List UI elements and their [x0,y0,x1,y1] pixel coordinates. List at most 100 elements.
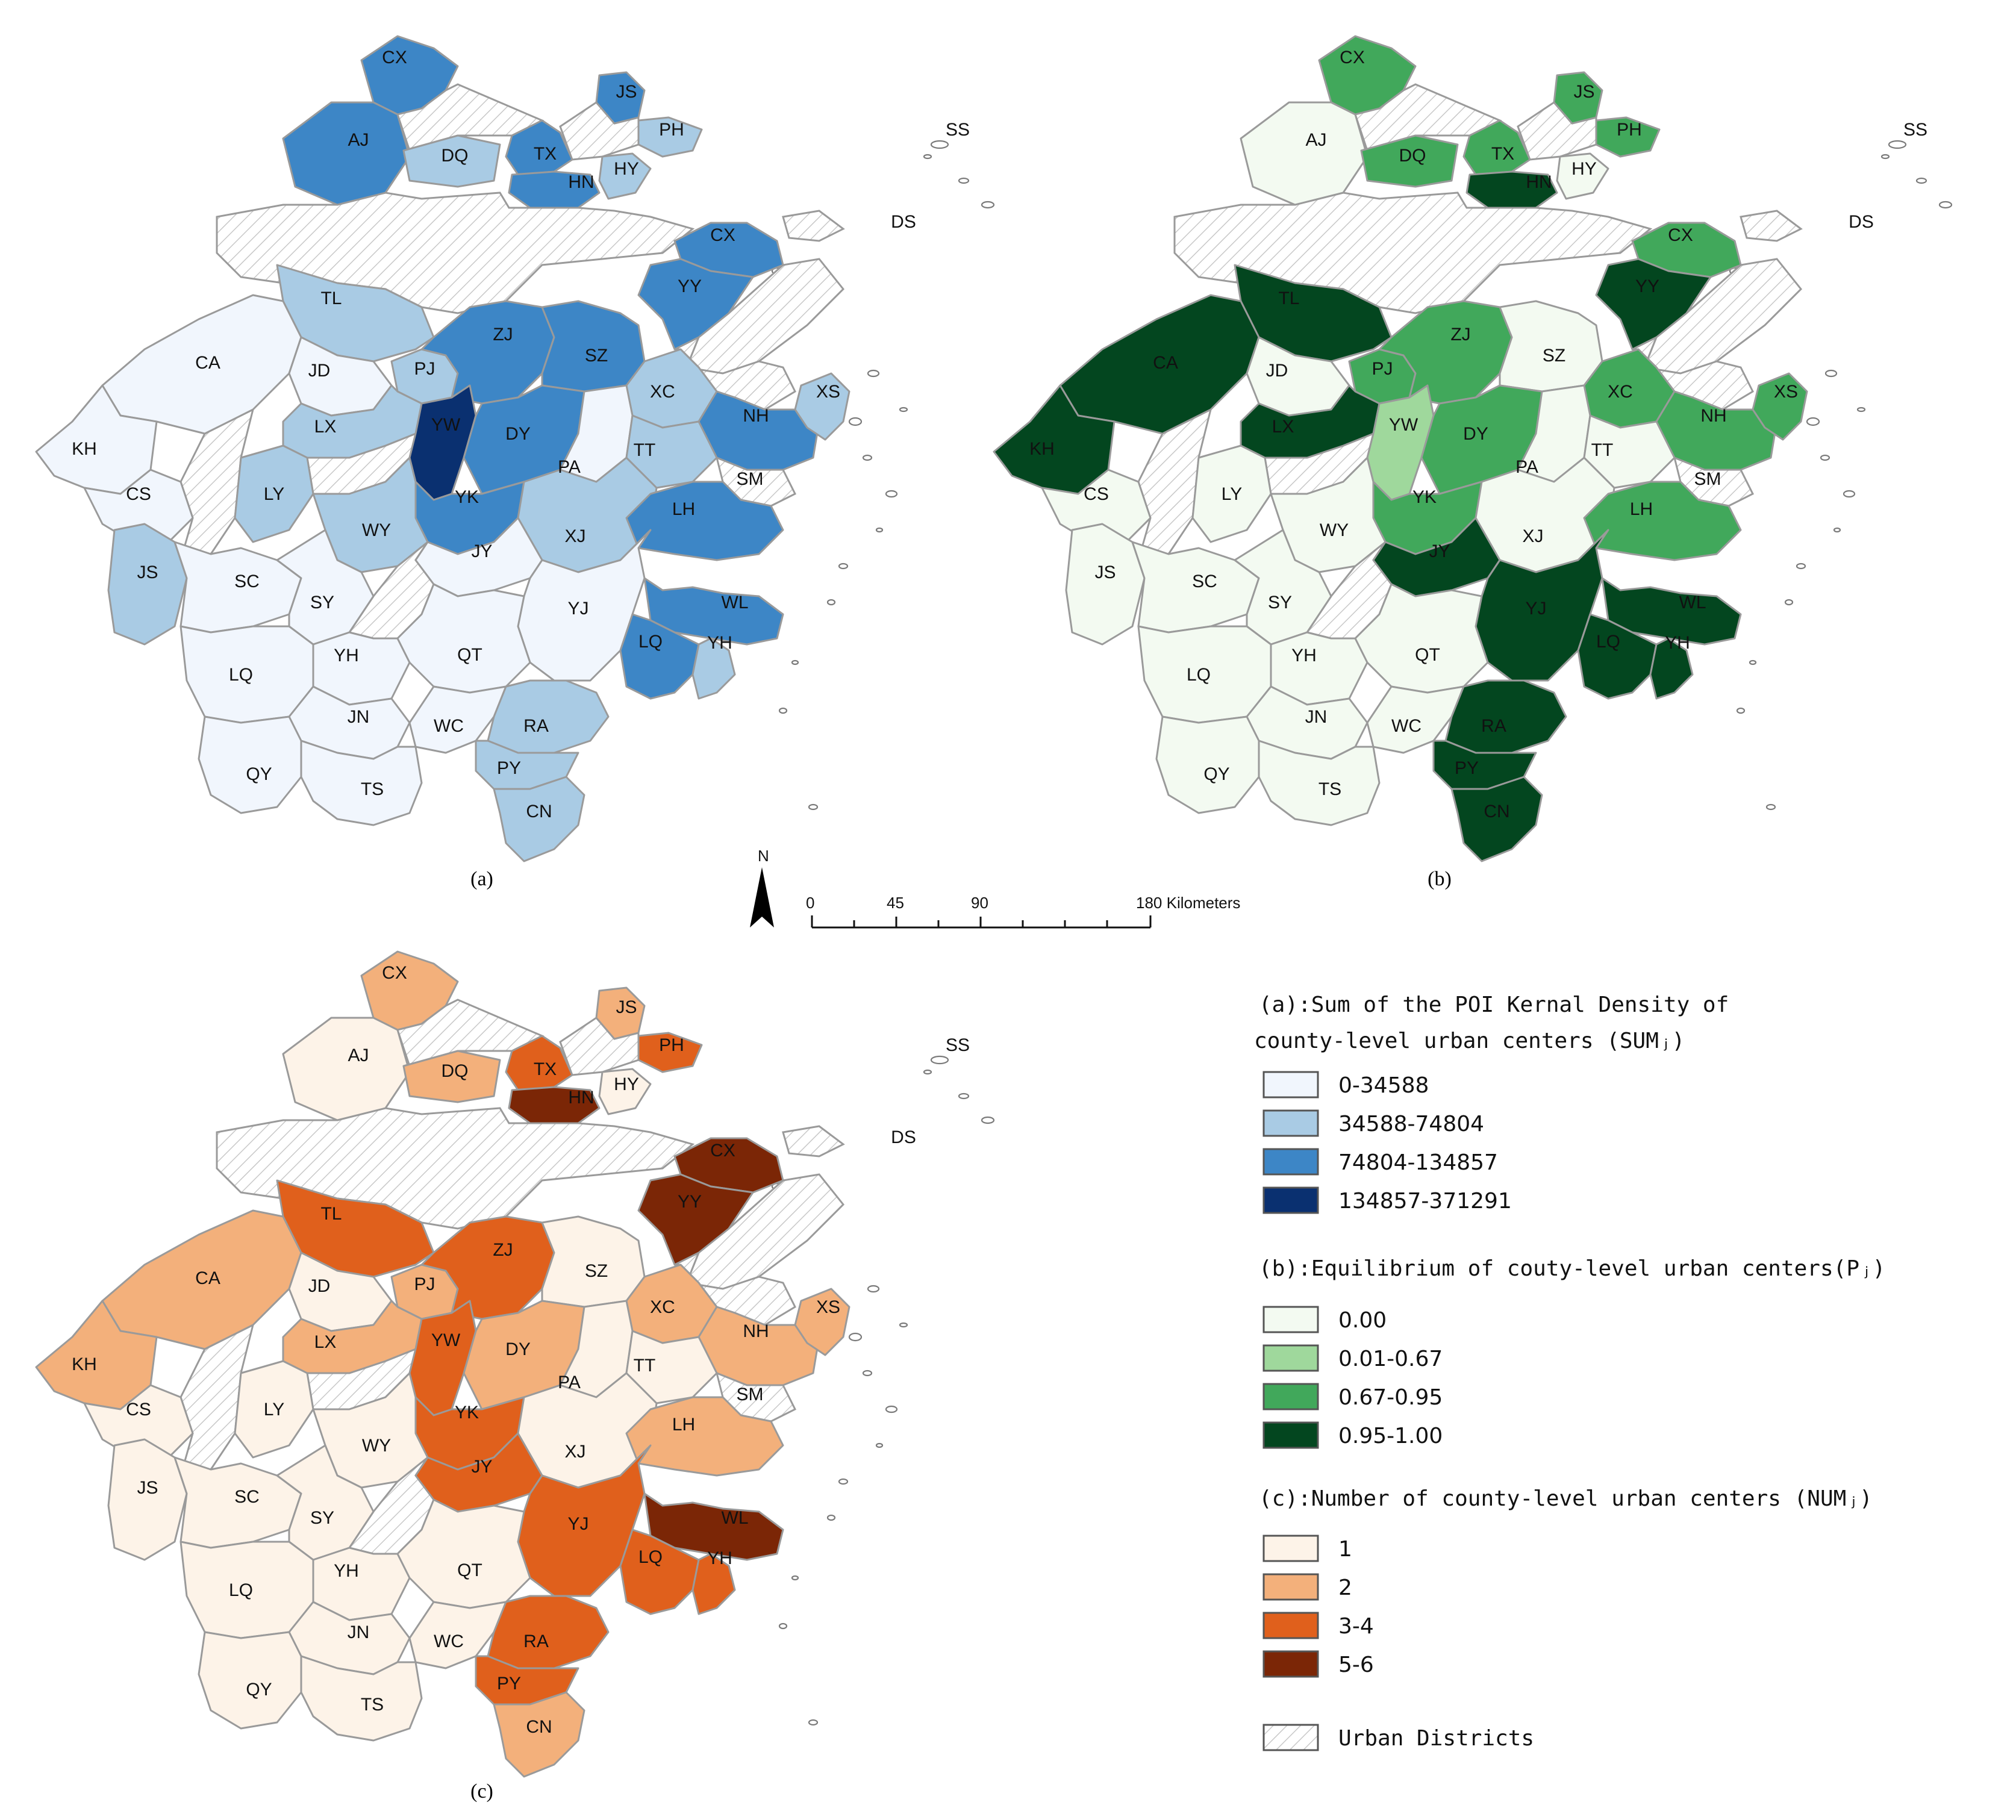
legend-a-label-3: 134857-371291 [1338,1189,1512,1214]
county-label-sz: SZ [1543,346,1565,366]
county-label-jd: JD [308,1276,331,1296]
county-label-sc: SC [234,1487,260,1507]
county-label-aj: AJ [348,130,369,150]
island-3 [1820,454,1830,461]
county-hy [598,152,652,200]
island-2 [848,417,863,426]
county-yh-e [691,637,736,700]
county-label-wy: WY [362,1436,391,1456]
county-label-dq: DQ [442,146,469,166]
island-6 [1915,177,1927,184]
legend-a-label-2: 74804-134857 [1338,1150,1498,1175]
island-2 [1806,417,1820,426]
county-label-yk: YK [455,487,479,507]
county-label-lq-e: LQ [638,632,663,652]
scale-bar: 0 45 90 180 Kilometers [806,894,1240,929]
island-12 [875,1442,884,1448]
county-label-cs: CS [1084,484,1109,504]
county-label-sm: SM [737,469,764,489]
county-label-wc: WC [434,716,464,736]
county-yy [637,1173,754,1266]
county-label-sz: SZ [585,1261,608,1281]
county-label-cx-s: CX [710,225,735,245]
scale-tick-0: 0 [806,894,814,912]
island-11 [899,407,908,413]
county-label-jd: JD [308,361,331,381]
county-label-zj: ZJ [1450,325,1470,344]
county-label-qy: QY [246,764,272,784]
county-label-xc: XC [650,382,675,402]
county-xs [794,1288,850,1356]
county-label-ts: TS [361,779,384,799]
county-py [475,1655,579,1706]
county-ly [234,444,314,543]
county-py [475,740,579,790]
panel-label-c: (c) [470,1780,493,1803]
county-label-lx: LX [1272,417,1294,437]
county-js [1065,523,1146,646]
county-js-n [1553,71,1603,125]
county-js-n [595,71,646,125]
county-label-cn: CN [526,1717,552,1737]
county-label-xs: XS [816,382,840,402]
urban-district-region [782,1125,845,1158]
county-dq [1360,134,1459,188]
county-label-yw: YW [431,1330,461,1350]
county-label-lq-e: LQ [638,1547,663,1567]
county-label-ly: LY [1222,484,1242,504]
county-label-pj: PJ [1372,359,1393,379]
county-label-ra: RA [1481,716,1506,736]
county-xs [794,372,850,441]
county-label-hy: HY [614,159,639,179]
island-2 [848,1332,863,1342]
county-label-pj: PJ [414,359,435,379]
county-qy [198,1631,302,1730]
legend-a-swatch-3 [1262,1186,1319,1214]
county-js [107,523,188,646]
county-label-dq: DQ [1399,146,1426,166]
county-label-ca: CA [195,353,220,373]
scale-tick-45: 45 [887,894,904,912]
legend-b-title: (b):Equilibrium of couty-level urban cen… [1259,1256,1885,1281]
county-label-dy: DY [1463,424,1488,444]
county-label-yj: YJ [567,599,588,619]
county-label-wl: WL [1679,593,1706,612]
county-xs [1752,372,1808,441]
island-8 [838,563,849,570]
county-aj [282,1017,411,1121]
island-16 [791,1575,799,1581]
island-4 [885,490,898,498]
county-ts [300,1655,423,1742]
county-hn [508,170,601,209]
island-7 [981,1116,995,1124]
island-4 [885,1405,898,1413]
county-label-yy: YY [678,276,702,296]
map-panel-b: CX AJ DQ JS PH TX HN HY CX YY TL CA JD PJ ZJ SZ XC NH XS KH… [993,35,1953,890]
county-label-cx-s: CX [710,1141,735,1161]
county-label-yk: YK [455,1403,479,1423]
county-label-py: PY [497,1674,521,1694]
county-label-py: PY [497,758,521,778]
legend-urban-swatch [1262,1724,1319,1751]
county-label-lh: LH [672,499,695,519]
county-cs [1041,469,1152,543]
county-label-tl: TL [320,288,342,308]
island-9 [826,1514,836,1521]
county-kh [35,1300,158,1410]
island-label-ss: SS [1903,120,1927,140]
legend-c-swatch-1 [1262,1573,1319,1601]
legend-urban-label: Urban Districts [1338,1726,1534,1751]
county-ly [1191,444,1272,543]
island-14 [1765,803,1776,811]
county-cs [83,1384,194,1459]
island-13 [778,707,788,714]
island-14 [808,1719,819,1726]
county-label-lx: LX [314,1332,337,1352]
island-5 [930,1055,949,1065]
county-label-nh: NH [1700,406,1726,426]
county-label-lx: LX [314,417,337,437]
county-label-tx: TX [534,1059,557,1079]
county-label-kh: KH [72,1354,97,1374]
island-12 [1833,527,1841,533]
county-ph [637,1032,703,1073]
